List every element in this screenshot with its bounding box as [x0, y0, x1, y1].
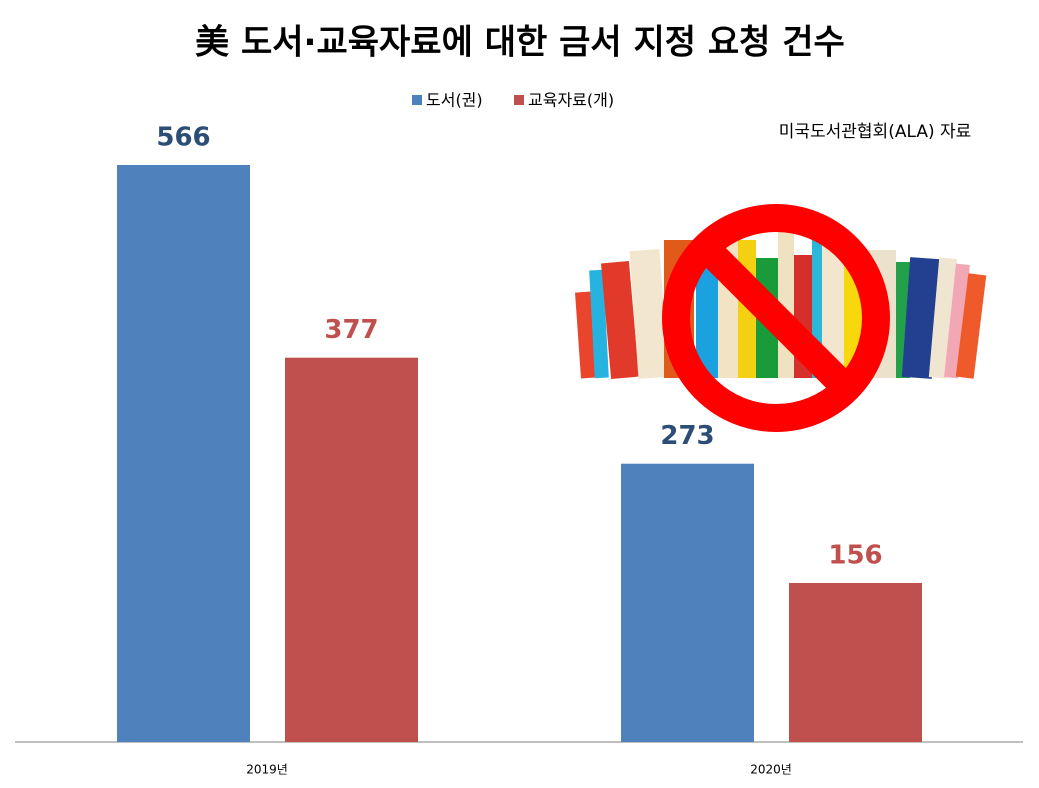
data-label: 566 — [156, 123, 210, 153]
x-tick-label: 2020년 — [750, 763, 792, 777]
annotation: 미국도서관협회(ALA) 자료 — [779, 122, 972, 142]
legend-swatch — [514, 95, 524, 105]
legend-label: 도서(권) — [426, 91, 483, 110]
legend-label: 교육자료(개) — [528, 91, 614, 110]
x-tick-label: 2019년 — [246, 763, 288, 777]
bar — [789, 582, 922, 742]
data-label: 156 — [828, 540, 882, 570]
books-illustration — [575, 204, 987, 432]
data-label: 377 — [324, 315, 378, 345]
bar — [117, 165, 250, 742]
bar — [621, 463, 754, 742]
legend-swatch — [412, 95, 422, 105]
data-label: 273 — [660, 421, 714, 451]
bar — [285, 357, 418, 742]
chart-title: 美 도서·교육자료에 대한 금서 지정 요청 건수 — [195, 23, 845, 63]
